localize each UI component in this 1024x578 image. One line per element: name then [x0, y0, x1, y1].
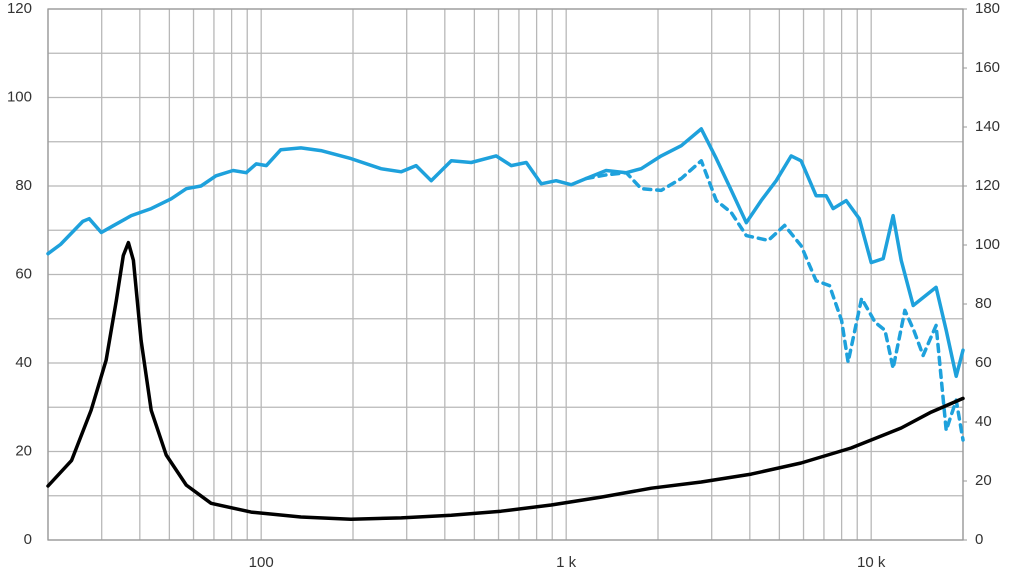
series-line: [584, 159, 965, 442]
series-line: [46, 240, 965, 521]
y-tick-label: 0: [24, 531, 32, 548]
y-tick-label: 20: [15, 442, 32, 459]
y2-tick-label: 100: [975, 236, 1000, 253]
y-tick-label: 100: [7, 88, 32, 105]
y2-tick-label: 80: [975, 295, 992, 312]
y2-tick-label: 120: [975, 177, 1000, 194]
y-tick-label: 40: [15, 354, 32, 371]
y2-tick-label: 0: [975, 531, 983, 548]
x-tick-label: 10 k: [857, 554, 886, 571]
y2-tick-label: 160: [975, 59, 1000, 76]
series-line: [46, 127, 965, 379]
y2-tick-label: 20: [975, 472, 992, 489]
x-tick-label: 1 k: [556, 554, 577, 571]
x-tick-label: 100: [249, 554, 274, 571]
y2-tick-label: 60: [975, 354, 992, 371]
y-tick-label: 80: [15, 177, 32, 194]
y-tick-label: 60: [15, 265, 32, 282]
y2-tick-label: 40: [975, 413, 992, 430]
y-tick-label: 120: [7, 0, 32, 17]
plot-border: [47, 8, 964, 541]
y2-tick-label: 140: [975, 118, 1000, 135]
y2-tick-label: 180: [975, 0, 1000, 17]
